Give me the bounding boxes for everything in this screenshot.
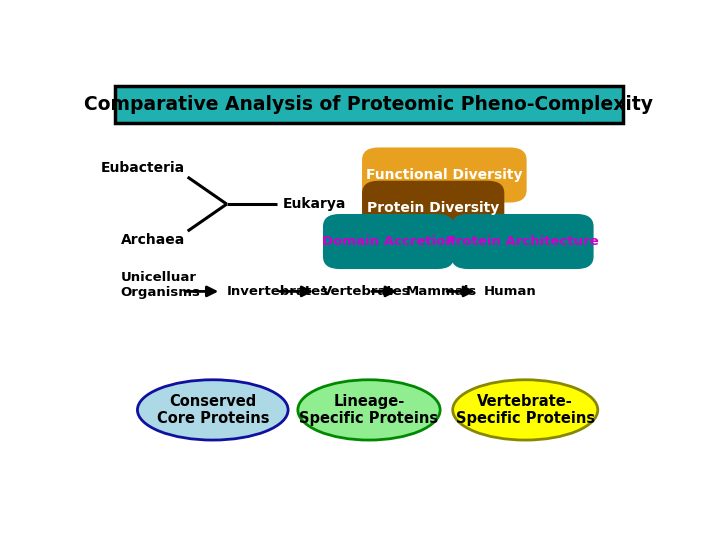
Text: Human: Human [483, 285, 536, 298]
Text: Protein Architecture: Protein Architecture [446, 235, 599, 248]
Text: Archaea: Archaea [121, 233, 185, 247]
FancyBboxPatch shape [115, 85, 623, 123]
Text: Lineage-
Specific Proteins: Lineage- Specific Proteins [300, 394, 438, 426]
Text: Vertebrate-
Specific Proteins: Vertebrate- Specific Proteins [456, 394, 595, 426]
Text: Eukarya: Eukarya [282, 197, 346, 211]
Text: Comparative Analysis of Proteomic Pheno-Complexity: Comparative Analysis of Proteomic Pheno-… [84, 95, 654, 114]
FancyBboxPatch shape [451, 214, 593, 269]
FancyBboxPatch shape [362, 147, 526, 202]
FancyBboxPatch shape [323, 214, 454, 269]
Text: Invertebrates: Invertebrates [227, 285, 329, 298]
Text: Mammals: Mammals [405, 285, 477, 298]
Text: Unicelluar
Organisms: Unicelluar Organisms [121, 271, 201, 299]
Ellipse shape [453, 380, 598, 440]
Text: Functional Diversity: Functional Diversity [366, 168, 523, 182]
FancyBboxPatch shape [362, 181, 504, 236]
Ellipse shape [138, 380, 288, 440]
Text: Eubacteria: Eubacteria [101, 161, 185, 175]
Text: Conserved
Core Proteins: Conserved Core Proteins [156, 394, 269, 426]
Text: Domain Accretion: Domain Accretion [322, 235, 455, 248]
Ellipse shape [298, 380, 440, 440]
Text: Protein Diversity: Protein Diversity [367, 201, 499, 215]
Text: Vertebrates: Vertebrates [322, 285, 410, 298]
